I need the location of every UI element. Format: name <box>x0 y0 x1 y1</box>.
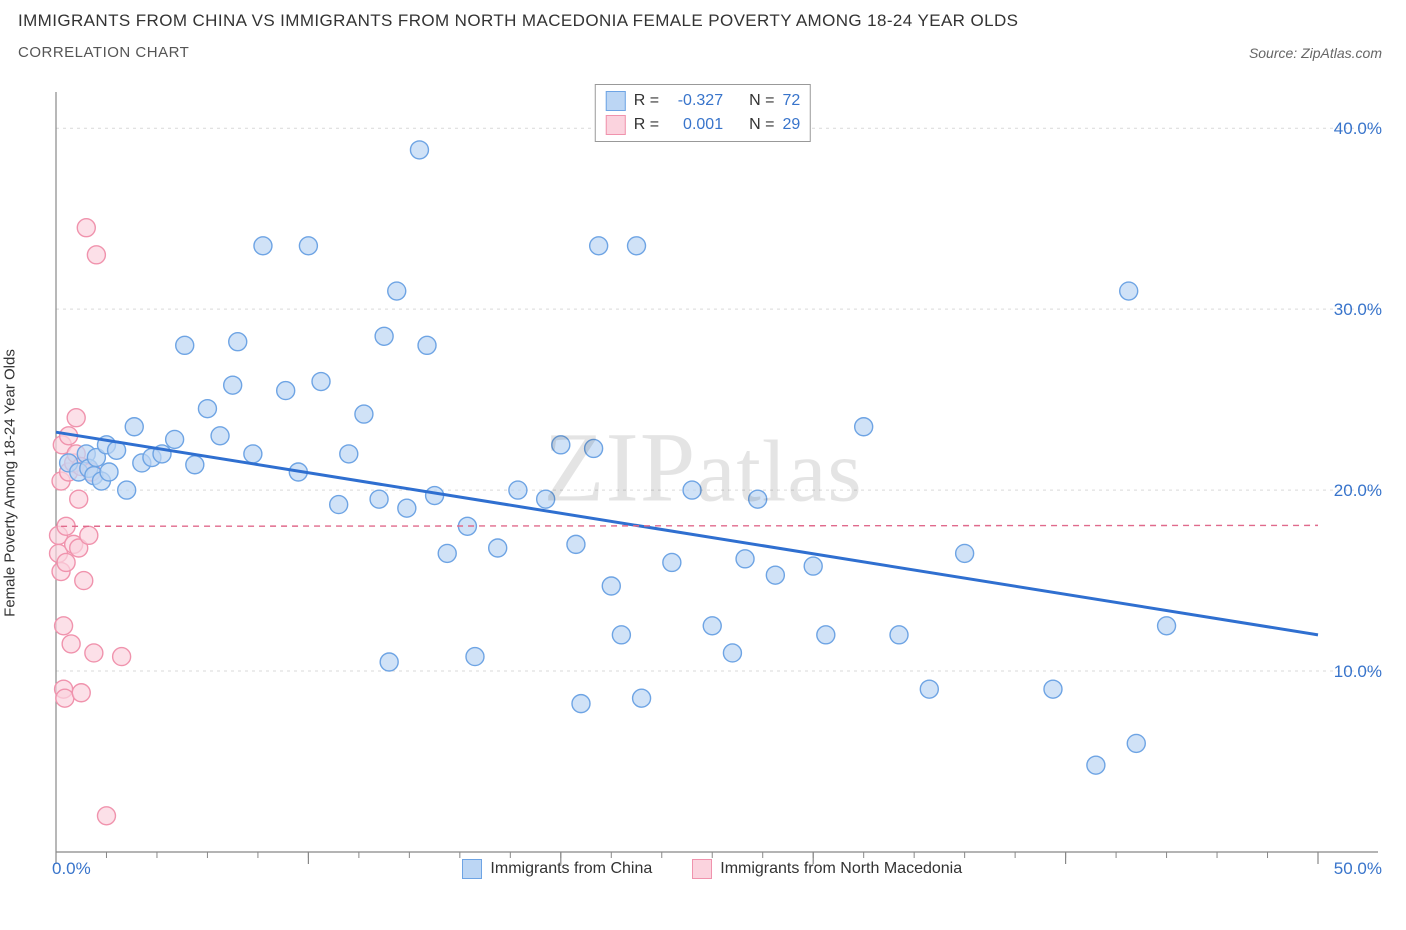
legend-r-label: R = <box>634 113 659 137</box>
legend-stats-box: R = -0.327 N = 72 R = 0.001 N = 29 <box>595 84 811 142</box>
legend-r-value: -0.327 <box>667 89 723 113</box>
legend-swatch <box>692 859 712 879</box>
legend-series-label: Immigrants from North Macedonia <box>720 860 962 878</box>
series-legend: Immigrants from China Immigrants from Nor… <box>91 859 1334 879</box>
legend-series-label: Immigrants from China <box>490 860 652 878</box>
legend-item: Immigrants from China <box>462 859 652 879</box>
chart-title: IMMIGRANTS FROM CHINA VS IMMIGRANTS FROM… <box>18 8 1388 34</box>
svg-text:10.0%: 10.0% <box>1334 662 1382 681</box>
bottom-legend: 0.0% Immigrants from ChinaImmigrants fro… <box>18 856 1388 882</box>
legend-swatch <box>606 91 626 111</box>
title-block: IMMIGRANTS FROM CHINA VS IMMIGRANTS FROM… <box>0 0 1406 61</box>
scatter-chart: 10.0% 20.0% 30.0% 40.0% <box>18 84 1388 882</box>
legend-r-label: R = <box>634 89 659 113</box>
legend-n-value: 29 <box>782 113 800 137</box>
chart-area: Female Poverty Among 18-24 Year Olds 10.… <box>18 84 1388 882</box>
legend-n-label: N = <box>749 113 774 137</box>
legend-r-value: 0.001 <box>667 113 723 137</box>
legend-item: Immigrants from North Macedonia <box>692 859 962 879</box>
legend-n-value: 72 <box>782 89 800 113</box>
chart-subtitle: CORRELATION CHART <box>18 44 189 61</box>
legend-swatch <box>606 115 626 135</box>
y-axis-label: Female Poverty Among 18-24 Year Olds <box>2 349 19 617</box>
subtitle-row: CORRELATION CHART Source: ZipAtlas.com <box>18 44 1388 61</box>
legend-n-label: N = <box>749 89 774 113</box>
svg-text:40.0%: 40.0% <box>1334 119 1382 138</box>
x-axis-max-label: 50.0% <box>1334 859 1388 879</box>
svg-text:20.0%: 20.0% <box>1334 481 1382 500</box>
chart-source: Source: ZipAtlas.com <box>1249 45 1388 61</box>
legend-stat-row: R = -0.327 N = 72 <box>606 89 800 113</box>
legend-stat-row: R = 0.001 N = 29 <box>606 113 800 137</box>
svg-text:30.0%: 30.0% <box>1334 300 1382 319</box>
x-axis-min-label: 0.0% <box>18 859 91 879</box>
legend-swatch <box>462 859 482 879</box>
